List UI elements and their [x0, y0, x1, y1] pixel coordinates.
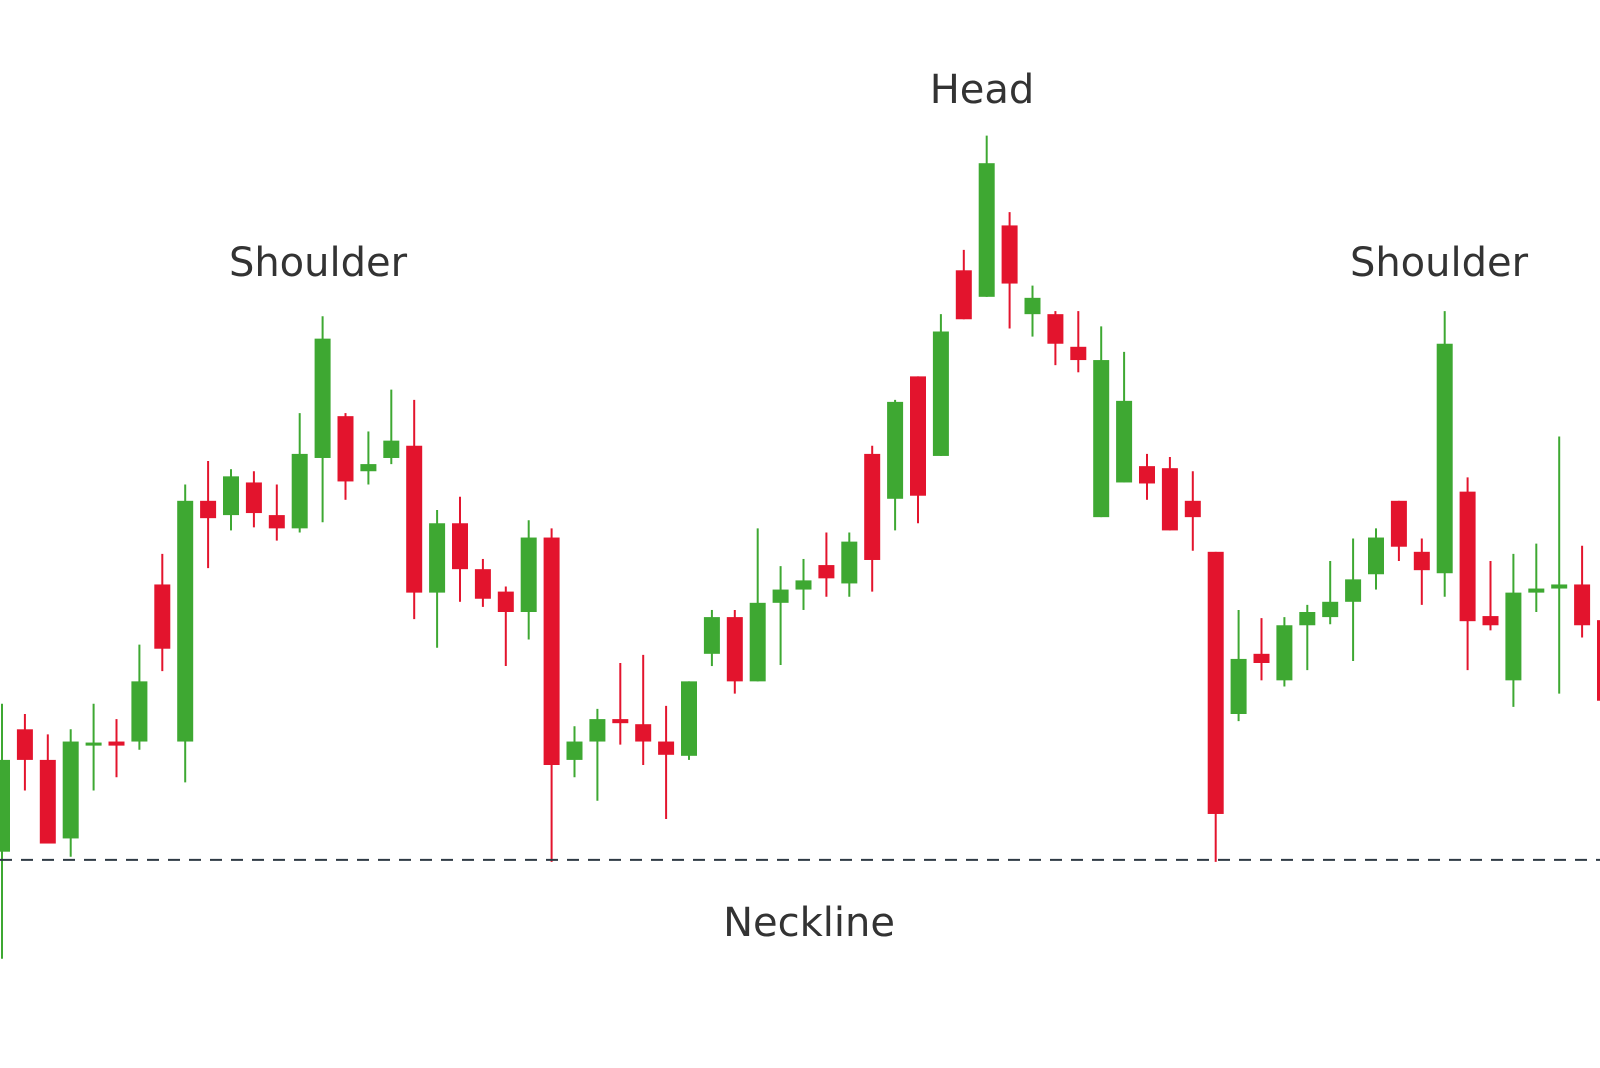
candle-body	[910, 376, 926, 496]
candle-body	[1345, 579, 1362, 602]
candle-body	[1161, 468, 1178, 531]
candle-body	[1574, 584, 1591, 626]
candle-body	[1207, 551, 1224, 814]
candle-body	[841, 541, 858, 584]
candle-body	[108, 741, 125, 746]
candle-body	[223, 476, 239, 516]
candle-body	[1505, 592, 1522, 681]
candle-body	[520, 537, 537, 612]
candle-body	[1276, 625, 1293, 681]
candle-body	[726, 617, 743, 682]
candle-body	[360, 464, 377, 472]
candle-body	[1116, 400, 1133, 483]
candle-body	[406, 445, 423, 593]
candle-body	[566, 741, 583, 760]
candle-body	[268, 515, 285, 529]
candle-body	[85, 742, 102, 746]
candle-body	[635, 724, 652, 742]
candle-body	[864, 453, 881, 560]
candle-body	[1070, 346, 1087, 361]
candle-body	[1253, 653, 1270, 663]
candle-body	[177, 500, 194, 742]
candle-body	[337, 416, 354, 482]
candle-body	[772, 589, 789, 603]
neckline-label: Neckline	[723, 900, 895, 946]
candle-body	[1551, 584, 1568, 589]
candle-body	[429, 523, 446, 593]
candle-body	[452, 523, 468, 570]
candle-body	[1413, 551, 1430, 571]
candle-body	[1047, 314, 1064, 344]
candle-body	[703, 617, 720, 654]
candle-body	[291, 453, 308, 529]
candle-body	[1482, 616, 1499, 626]
candle-body	[1230, 658, 1247, 714]
candle-body	[62, 741, 79, 839]
candle-body	[200, 500, 217, 519]
annotation: Shoulder	[229, 240, 408, 286]
candle-body	[818, 565, 835, 579]
candle-body	[1368, 537, 1384, 575]
candle-body	[1528, 588, 1545, 593]
candle-body	[1299, 612, 1316, 626]
candle-body	[39, 759, 56, 844]
candle-body	[589, 719, 606, 742]
candle-body	[131, 681, 148, 742]
candle-body	[314, 338, 331, 458]
candle-body	[0, 759, 10, 852]
candle-body	[154, 584, 171, 649]
candle-body	[795, 580, 812, 590]
candle-body	[887, 401, 904, 499]
candle-body	[1093, 360, 1110, 518]
candle-body	[1597, 620, 1600, 701]
candle-body	[1001, 225, 1018, 284]
candle-body	[245, 482, 262, 514]
candles	[0, 135, 1600, 959]
candle-body	[978, 163, 995, 297]
candle-body	[658, 741, 675, 755]
annotation: Head	[930, 67, 1035, 113]
candle-body	[749, 602, 766, 682]
candle-body	[1436, 343, 1453, 574]
candle-body	[1390, 500, 1407, 547]
candle-body	[16, 729, 33, 760]
candle-body	[612, 719, 629, 724]
candle-body	[1184, 500, 1201, 518]
candle-body	[474, 569, 491, 599]
candle-body	[1322, 601, 1339, 618]
candle-body	[1024, 297, 1041, 315]
candle-body	[955, 270, 972, 320]
candle-body	[681, 681, 697, 756]
candle-body	[1139, 466, 1155, 484]
candle-body	[543, 537, 560, 765]
annotation: Shoulder	[1350, 240, 1529, 286]
candle-body	[497, 591, 514, 612]
candle-body	[1459, 491, 1476, 622]
candle-body	[932, 331, 949, 456]
candle-body	[383, 440, 400, 458]
